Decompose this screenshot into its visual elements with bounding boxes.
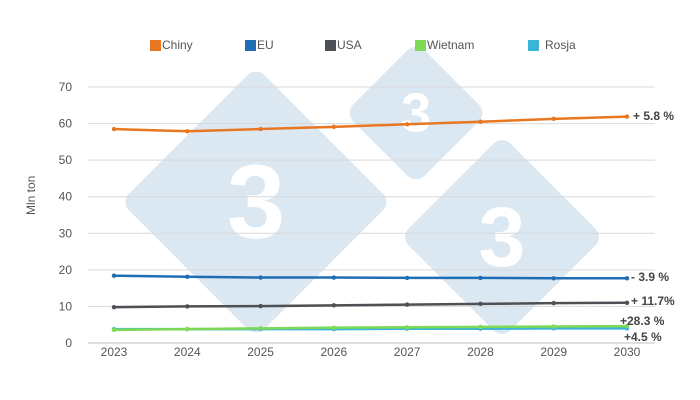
svg-text:10: 10: [59, 299, 73, 313]
end-annotations: + 5.8 % - 3.9 % + 11.7% +28.3 % +4.5 %: [620, 109, 675, 344]
series-wietnam: [111, 323, 630, 333]
y-axis-ticks: 0 10 20 30 40 50 60 70: [59, 80, 73, 350]
svg-text:2029: 2029: [540, 345, 567, 359]
legend-item-eu[interactable]: EU: [245, 38, 274, 52]
x-axis-ticks: 2023 2024 2025 2026 2027 2028 2029 2030: [101, 345, 641, 359]
svg-text:2030: 2030: [614, 345, 641, 359]
svg-text:2023: 2023: [101, 345, 128, 359]
svg-text:2026: 2026: [321, 345, 348, 359]
legend-swatch: [325, 39, 336, 51]
gridlines: [88, 86, 655, 344]
svg-text:50: 50: [59, 153, 73, 167]
end-label-eu: - 3.9 %: [631, 270, 669, 284]
svg-text:3: 3: [401, 83, 431, 144]
svg-text:20: 20: [59, 263, 73, 277]
svg-text:60: 60: [59, 117, 73, 131]
legend-label: Chiny: [162, 38, 193, 52]
series-chiny: [111, 114, 630, 134]
series-usa: [111, 300, 630, 310]
series-lines: [111, 114, 630, 333]
legend-swatch: [150, 39, 161, 51]
end-label-chiny: + 5.8 %: [633, 109, 674, 123]
legend-item-rosja[interactable]: Rosja: [528, 38, 576, 52]
svg-text:0: 0: [65, 336, 72, 350]
svg-text:3: 3: [479, 190, 526, 284]
legend-item-chiny[interactable]: Chiny: [150, 38, 193, 52]
svg-text:2028: 2028: [467, 345, 494, 359]
legend-label: USA: [337, 38, 362, 52]
legend-label: Wietnam: [427, 38, 475, 52]
end-label-usa: + 11.7%: [631, 294, 675, 308]
end-label-wietnam: +28.3 %: [620, 314, 665, 328]
svg-text:30: 30: [59, 226, 73, 240]
watermark-logo: 333: [125, 46, 599, 334]
svg-text:3: 3: [227, 144, 285, 261]
legend-swatch: [245, 39, 256, 51]
series-eu: [111, 273, 630, 281]
svg-text:2025: 2025: [247, 345, 274, 359]
legend-item-wietnam[interactable]: Wietnam: [415, 38, 474, 52]
legend: Chiny EU USA Wietnam Rosja: [0, 38, 700, 54]
end-label-rosja: +4.5 %: [624, 330, 662, 344]
legend-swatch: [528, 39, 539, 51]
legend-swatch: [415, 39, 426, 51]
svg-text:2027: 2027: [394, 345, 421, 359]
y-axis-label: Mln ton: [24, 175, 38, 215]
legend-label: EU: [257, 38, 274, 52]
svg-text:2024: 2024: [174, 345, 201, 359]
svg-text:40: 40: [59, 190, 73, 204]
legend-item-usa[interactable]: USA: [325, 38, 362, 52]
legend-label: Rosja: [545, 38, 576, 52]
svg-text:70: 70: [59, 80, 73, 94]
